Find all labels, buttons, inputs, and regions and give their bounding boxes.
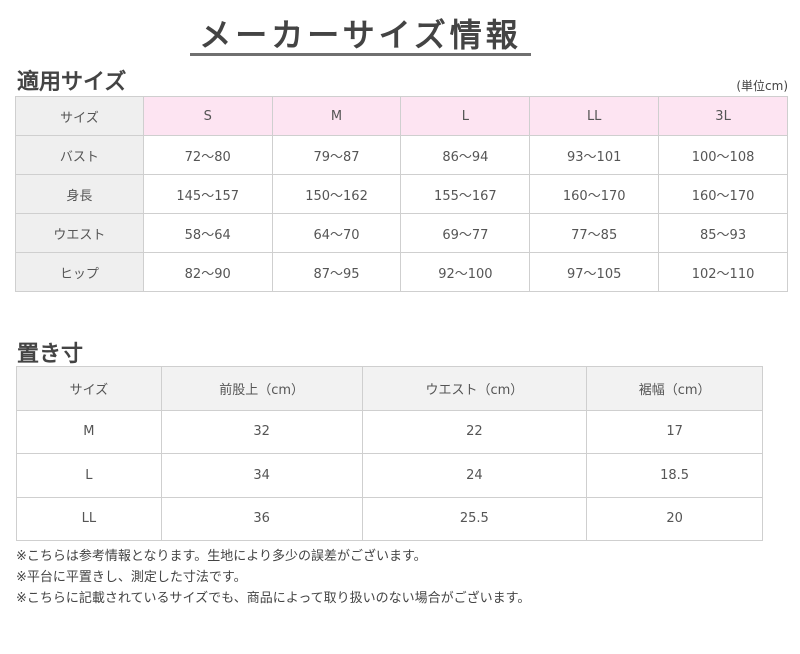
table-row: ウエスト 58〜64 64〜70 69〜77 77〜85 85〜93 (15, 213, 788, 253)
table-cell: 77〜85 (529, 213, 660, 253)
table-cell: 150〜162 (271, 174, 402, 214)
header-cell: LL (529, 96, 660, 136)
table-cell: 160〜170 (529, 174, 660, 214)
note: ※こちらは参考情報となります。生地により多少の誤差がございます。 (16, 549, 427, 564)
section-heading-flat-measurements: 置き寸 (17, 342, 84, 367)
header-cell: 裾幅（cm） (586, 366, 763, 411)
table-cell: 82〜90 (142, 252, 273, 292)
table-header-row: サイズ S M L LL 3L (15, 96, 788, 136)
title-underline (190, 53, 531, 56)
header-cell: M (271, 96, 402, 136)
table-cell: 36 (160, 496, 363, 541)
table-row: L 34 24 18.5 (16, 453, 763, 498)
table-cell: 32 (160, 409, 363, 454)
table-cell: 92〜100 (400, 252, 531, 292)
table-cell: 18.5 (586, 453, 763, 498)
table-cell: 102〜110 (658, 252, 788, 292)
flat-measurement-table: サイズ 前股上（cm） ウエスト（cm） 裾幅（cm） M 32 22 17 L 34 24 18.5… (16, 366, 763, 541)
header-cell: S (142, 96, 273, 136)
table-row: 身長 145〜157 150〜162 155〜167 160〜170 160〜170 (15, 174, 788, 214)
header-cell: サイズ (16, 366, 162, 411)
table-cell: 58〜64 (142, 213, 273, 253)
table-cell: 64〜70 (271, 213, 402, 253)
header-cell: サイズ (15, 96, 144, 136)
table-cell: 25.5 (361, 496, 588, 541)
table-cell: 145〜157 (142, 174, 273, 214)
header-cell: 前股上（cm） (160, 366, 363, 411)
table-cell: 93〜101 (529, 135, 660, 175)
table-cell: 160〜170 (658, 174, 788, 214)
note: ※こちらに記載されているサイズでも、商品によって取り扱いのない場合がございます。 (16, 591, 531, 606)
page-title: メーカーサイズ情報 (199, 16, 522, 54)
row-label-cell: ウエスト (15, 213, 144, 253)
header-cell: L (400, 96, 531, 136)
table-row: ヒップ 82〜90 87〜95 92〜100 97〜105 102〜110 (15, 252, 788, 292)
applicable-size-table: サイズ S M L LL 3L バスト 72〜80 79〜87 86〜94 93〜101 100〜10… (15, 96, 788, 292)
row-label-cell: 身長 (15, 174, 144, 214)
table-cell: 85〜93 (658, 213, 788, 253)
table-cell: 24 (361, 453, 588, 498)
header-cell: ウエスト（cm） (361, 366, 588, 411)
row-label-cell: M (16, 409, 162, 454)
row-label-cell: バスト (15, 135, 144, 175)
row-label-cell: L (16, 453, 162, 498)
row-label-cell: ヒップ (15, 252, 144, 292)
table-cell: 97〜105 (529, 252, 660, 292)
table-cell: 87〜95 (271, 252, 402, 292)
table-cell: 34 (160, 453, 363, 498)
unit-label: (単位cm) (736, 79, 788, 93)
note: ※平台に平置きし、測定した寸法です。 (16, 570, 247, 585)
table-cell: 20 (586, 496, 763, 541)
table-cell: 100〜108 (658, 135, 788, 175)
table-row: バスト 72〜80 79〜87 86〜94 93〜101 100〜108 (15, 135, 788, 175)
header-cell: 3L (658, 96, 788, 136)
table-row: LL 36 25.5 20 (16, 496, 763, 541)
table-cell: 72〜80 (142, 135, 273, 175)
table-cell: 22 (361, 409, 588, 454)
table-cell: 155〜167 (400, 174, 531, 214)
table-cell: 17 (586, 409, 763, 454)
table-cell: 86〜94 (400, 135, 531, 175)
section-heading-applicable-size: 適用サイズ (17, 70, 127, 95)
row-label-cell: LL (16, 496, 162, 541)
notes: ※こちらは参考情報となります。生地により多少の誤差がございます。 ※平台に平置き… (16, 546, 530, 609)
table-row: M 32 22 17 (16, 409, 763, 454)
table-header-row: サイズ 前股上（cm） ウエスト（cm） 裾幅（cm） (16, 366, 763, 411)
table-cell: 79〜87 (271, 135, 402, 175)
table-cell: 69〜77 (400, 213, 531, 253)
